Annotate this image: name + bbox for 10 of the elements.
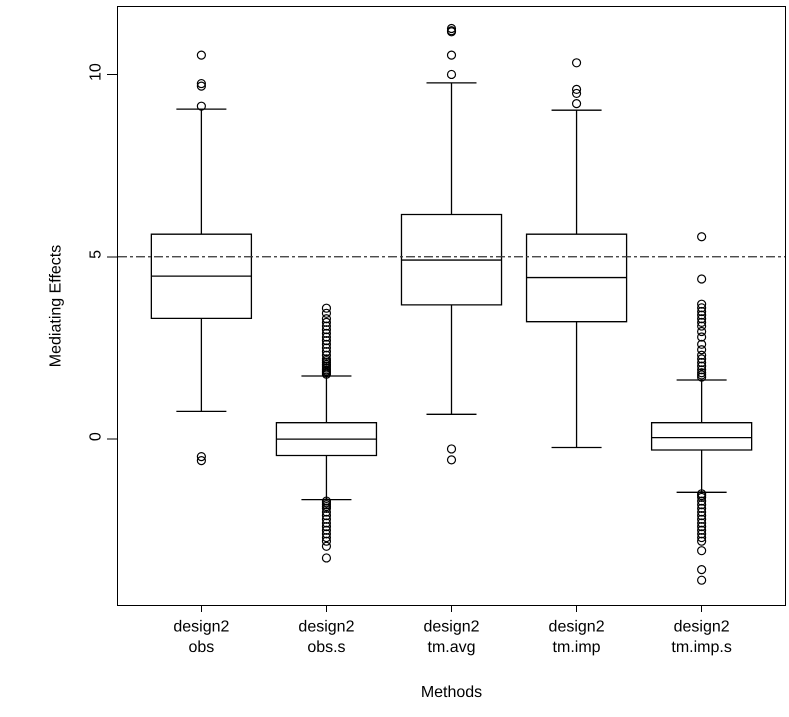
x-tick-label: design2 tm.imp.s: [671, 618, 732, 656]
x-tick-label: design2 tm.avg: [423, 618, 480, 656]
x-tick-label: design2 obs.s: [298, 618, 355, 656]
y-tick-label: 0: [87, 432, 104, 442]
x-tick-label: design2 obs: [173, 618, 230, 656]
y-tick-label: 5: [87, 250, 104, 259]
x-tick-label: design2 tm.imp: [548, 618, 605, 656]
x-axis-title: Methods: [420, 684, 482, 701]
y-tick-label: 10: [87, 63, 104, 81]
y-axis-title: Mediating Effects: [47, 244, 64, 368]
